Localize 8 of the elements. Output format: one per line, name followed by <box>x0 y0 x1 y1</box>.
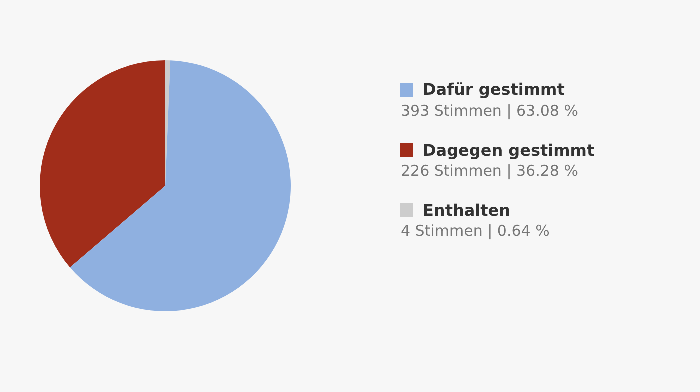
pie-slice <box>40 60 166 268</box>
legend-label: Dagegen gestimmt <box>423 141 595 160</box>
data-label: 226 Stimmen | 36.28 % <box>401 162 578 180</box>
legend-label: Dafür gestimmt <box>423 80 566 99</box>
pie-slice <box>70 60 291 312</box>
data-label: 4 Stimmen | 0.64 % <box>401 222 550 240</box>
data-label: 393 Stimmen | 63.08 % <box>401 102 578 120</box>
legend-label: Enthalten <box>423 201 511 220</box>
